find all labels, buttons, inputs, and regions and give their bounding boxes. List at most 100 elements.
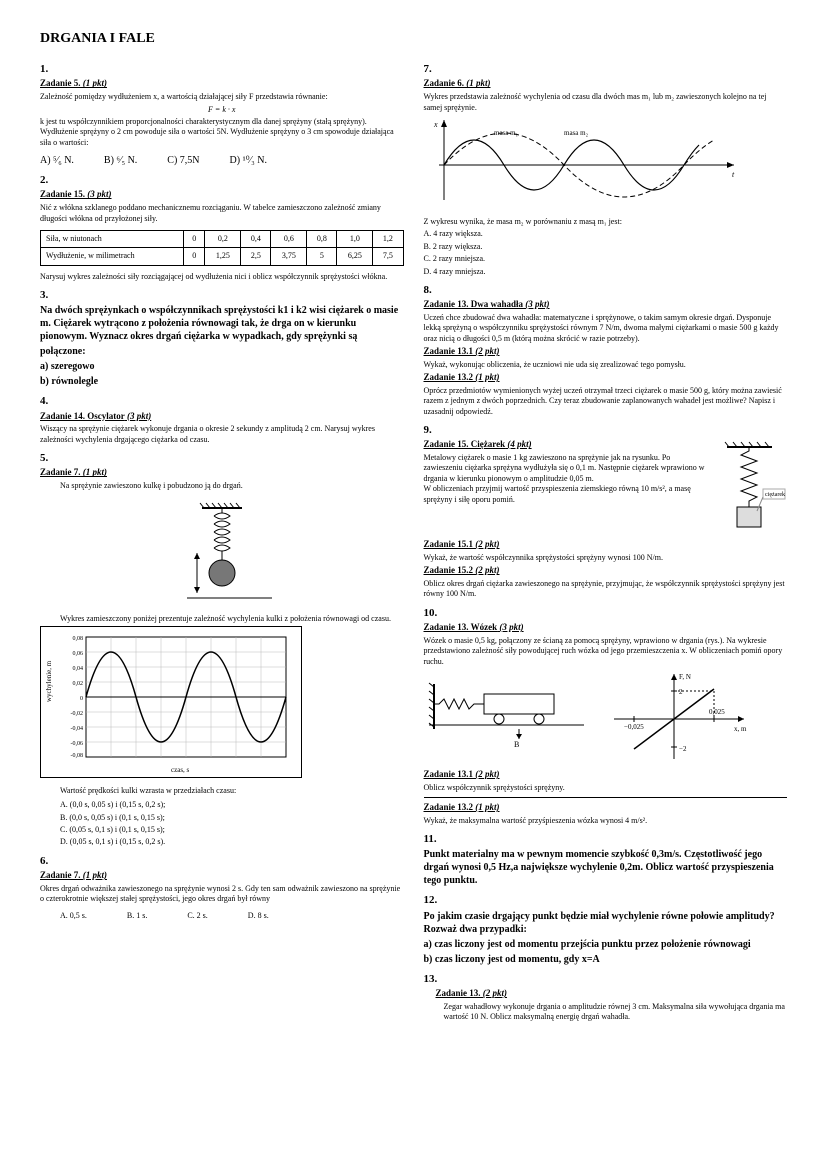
cart-figure: B	[424, 669, 594, 749]
task-name: Zadanie 7.	[40, 467, 81, 477]
option-d: D. 4 razy mniejsza.	[424, 267, 788, 277]
task-name: Zadanie 13.1	[424, 346, 474, 356]
task-body: Wykaż, że maksymalna wartość przyśpiesze…	[424, 816, 788, 826]
task-points: (4 pkt)	[505, 439, 532, 449]
task-name: Zadanie 15.2	[424, 565, 474, 575]
task-heading: Zadanie 15.2 (2 pkt)	[424, 565, 788, 577]
svg-text:masa m₂: masa m₂	[564, 129, 589, 137]
option-a: A. 0,5 s.	[60, 911, 87, 921]
svg-text:B: B	[514, 740, 519, 749]
task-heading: Zadanie 13. Wózek (3 pkt)	[424, 622, 788, 634]
option-b: B. 2 razy większa.	[424, 242, 788, 252]
chart-caption: Wykres zamieszczony poniżej prezentuje z…	[60, 614, 404, 624]
sine-chart: wychylenie, m czas, s 0,08 0,06 0,04 0,0…	[40, 626, 404, 778]
task-points: (3 pkt)	[125, 411, 152, 421]
task-points: (1 pkt)	[81, 870, 108, 880]
svg-text:0,025: 0,025	[709, 708, 725, 716]
task-body: Wózek o masie 0,5 kg, połączony ze ścian…	[424, 636, 788, 667]
task-points: (3 pkt)	[85, 189, 112, 199]
option-b: b) czas liczony jest od momentu, gdy x=A	[424, 953, 788, 966]
section-number: 1.	[40, 62, 404, 76]
task-body: Na sprężynie zawieszono kulkę i pobudzon…	[60, 481, 404, 491]
option-d: D) ¹⁰⁄₃ N.	[230, 154, 267, 167]
task-body: Oblicz współczynnik sprężystości sprężyn…	[424, 783, 788, 793]
ytick: 0	[80, 696, 83, 702]
table-cell: 0	[183, 230, 205, 247]
svg-text:−0,025: −0,025	[624, 723, 644, 731]
task-name: Zadanie 15.	[40, 189, 85, 199]
task-body: Zależność pomiędzy wydłużeniem x, a wart…	[40, 92, 404, 102]
left-column: 1. Zadanie 5. (1 pkt) Zależność pomiędzy…	[40, 56, 404, 1024]
task-heading: Zadanie 15.1 (2 pkt)	[424, 539, 788, 551]
task-points: (1 pkt)	[81, 78, 108, 88]
table-row: Siła, w niutonach 0 0,2 0,4 0,6 0,8 1,0 …	[41, 230, 404, 247]
ytick: -0,04	[71, 726, 84, 732]
task-points: (1 pkt)	[81, 467, 108, 477]
table-cell: 2,5	[241, 248, 271, 265]
option-c: C. 2 s.	[187, 911, 207, 921]
spring-ball-figure	[162, 498, 282, 608]
task-name: Zadanie 13.2	[424, 372, 474, 382]
section-number: 2.	[40, 173, 404, 187]
task-name: Zadanie 13.	[436, 988, 481, 998]
table-cell: 1,2	[373, 230, 403, 247]
cart-and-graph: B F, N x, m 2 −2 0,025 −0,025	[424, 669, 788, 769]
option-a: A) ⁵⁄₆ N.	[40, 154, 74, 167]
task-points: (1 pkt)	[473, 372, 500, 382]
ytick: 0,04	[73, 666, 84, 672]
task-points: (2 pkt)	[481, 988, 508, 998]
task-heading: Zadanie 5. (1 pkt)	[40, 78, 404, 90]
task-name: Zadanie 14. Oscylator	[40, 411, 125, 421]
option-b: B. 1 s.	[127, 911, 147, 921]
section-number: 6.	[40, 854, 404, 868]
data-table: Siła, w niutonach 0 0,2 0,4 0,6 0,8 1,0 …	[40, 230, 404, 266]
section-number: 7.	[424, 62, 788, 76]
task-name: Zadanie 7.	[40, 870, 81, 880]
task-with-figure: Zadanie 15. Ciężarek (4 pkt) Metalowy ci…	[424, 439, 788, 539]
option-c: C. 2 razy mniejsza.	[424, 254, 788, 264]
task-name: Zadanie 13.1	[424, 769, 474, 779]
force-graph: F, N x, m 2 −2 0,025 −0,025	[604, 669, 754, 769]
page-title: DRGANIA I FALE	[40, 30, 787, 48]
table-row: Wydłużenie, w milimetrach 0 1,25 2,5 3,7…	[41, 248, 404, 265]
task-body: Oblicz okres drgań ciężarka zawieszonego…	[424, 579, 788, 600]
svg-text:t: t	[732, 170, 735, 179]
question-text: Na dwóch sprężynkach o współczynnikach s…	[40, 304, 404, 343]
table-cell: 0,6	[271, 230, 307, 247]
section-number: 5.	[40, 451, 404, 465]
task-name: Zadanie 13. Wózek	[424, 622, 498, 632]
ytick: 0,02	[73, 681, 84, 687]
task-heading: Zadanie 14. Oscylator (3 pkt)	[40, 411, 404, 423]
y-axis-label: wychylenie, m	[45, 660, 53, 702]
table-cell: 7,5	[373, 248, 403, 265]
option-a: A. 4 razy większa.	[424, 229, 788, 239]
answer-list: A. (0,0 s, 0,05 s) i (0,15 s, 0,2 s); B.…	[60, 800, 404, 848]
task-points: (2 pkt)	[473, 769, 500, 779]
section-number: 13.	[424, 972, 788, 986]
weight-label: ciężarek	[765, 492, 785, 498]
task-points: (1 pkt)	[473, 802, 500, 812]
option-c: C. (0,05 s, 0,1 s) i (0,1 s, 0,15 s);	[60, 825, 404, 835]
axis-label: x, m	[734, 725, 747, 733]
two-column-layout: 1. Zadanie 5. (1 pkt) Zależność pomiędzy…	[40, 56, 787, 1024]
option-a: a) czas liczony jest od momentu przejści…	[424, 938, 788, 951]
table-cell: 1,0	[337, 230, 373, 247]
svg-text:masa m₁: masa m₁	[494, 129, 518, 137]
task-body: Zegar wahadłowy wykonuje drgania o ampli…	[444, 1002, 788, 1023]
task-body: Nić z włókna szklanego poddano mechanicz…	[40, 203, 404, 224]
task-heading: Zadanie 6. (1 pkt)	[424, 78, 788, 90]
table-cell: Siła, w niutonach	[41, 230, 184, 247]
option-d: D. (0,05 s, 0,1 s) i (0,15 s, 0,2 s).	[60, 837, 404, 847]
task-points: (3 pkt)	[497, 622, 524, 632]
formula: F = k · x	[40, 105, 404, 115]
table-cell: 6,25	[337, 248, 373, 265]
task-name: Zadanie 5.	[40, 78, 81, 88]
ytick: -0,06	[71, 741, 84, 747]
task-body: Wiszący na sprężynie ciężarek wykonuje d…	[40, 424, 404, 445]
option-d: D. 8 s.	[248, 911, 269, 921]
section-number: 4.	[40, 394, 404, 408]
option-a: A. (0,0 s, 0,05 s) i (0,15 s, 0,2 s);	[60, 800, 404, 810]
task-heading: Zadanie 15. Ciężarek (4 pkt)	[424, 439, 708, 451]
task-points: (2 pkt)	[473, 346, 500, 356]
list-label: połączone:	[40, 345, 404, 358]
